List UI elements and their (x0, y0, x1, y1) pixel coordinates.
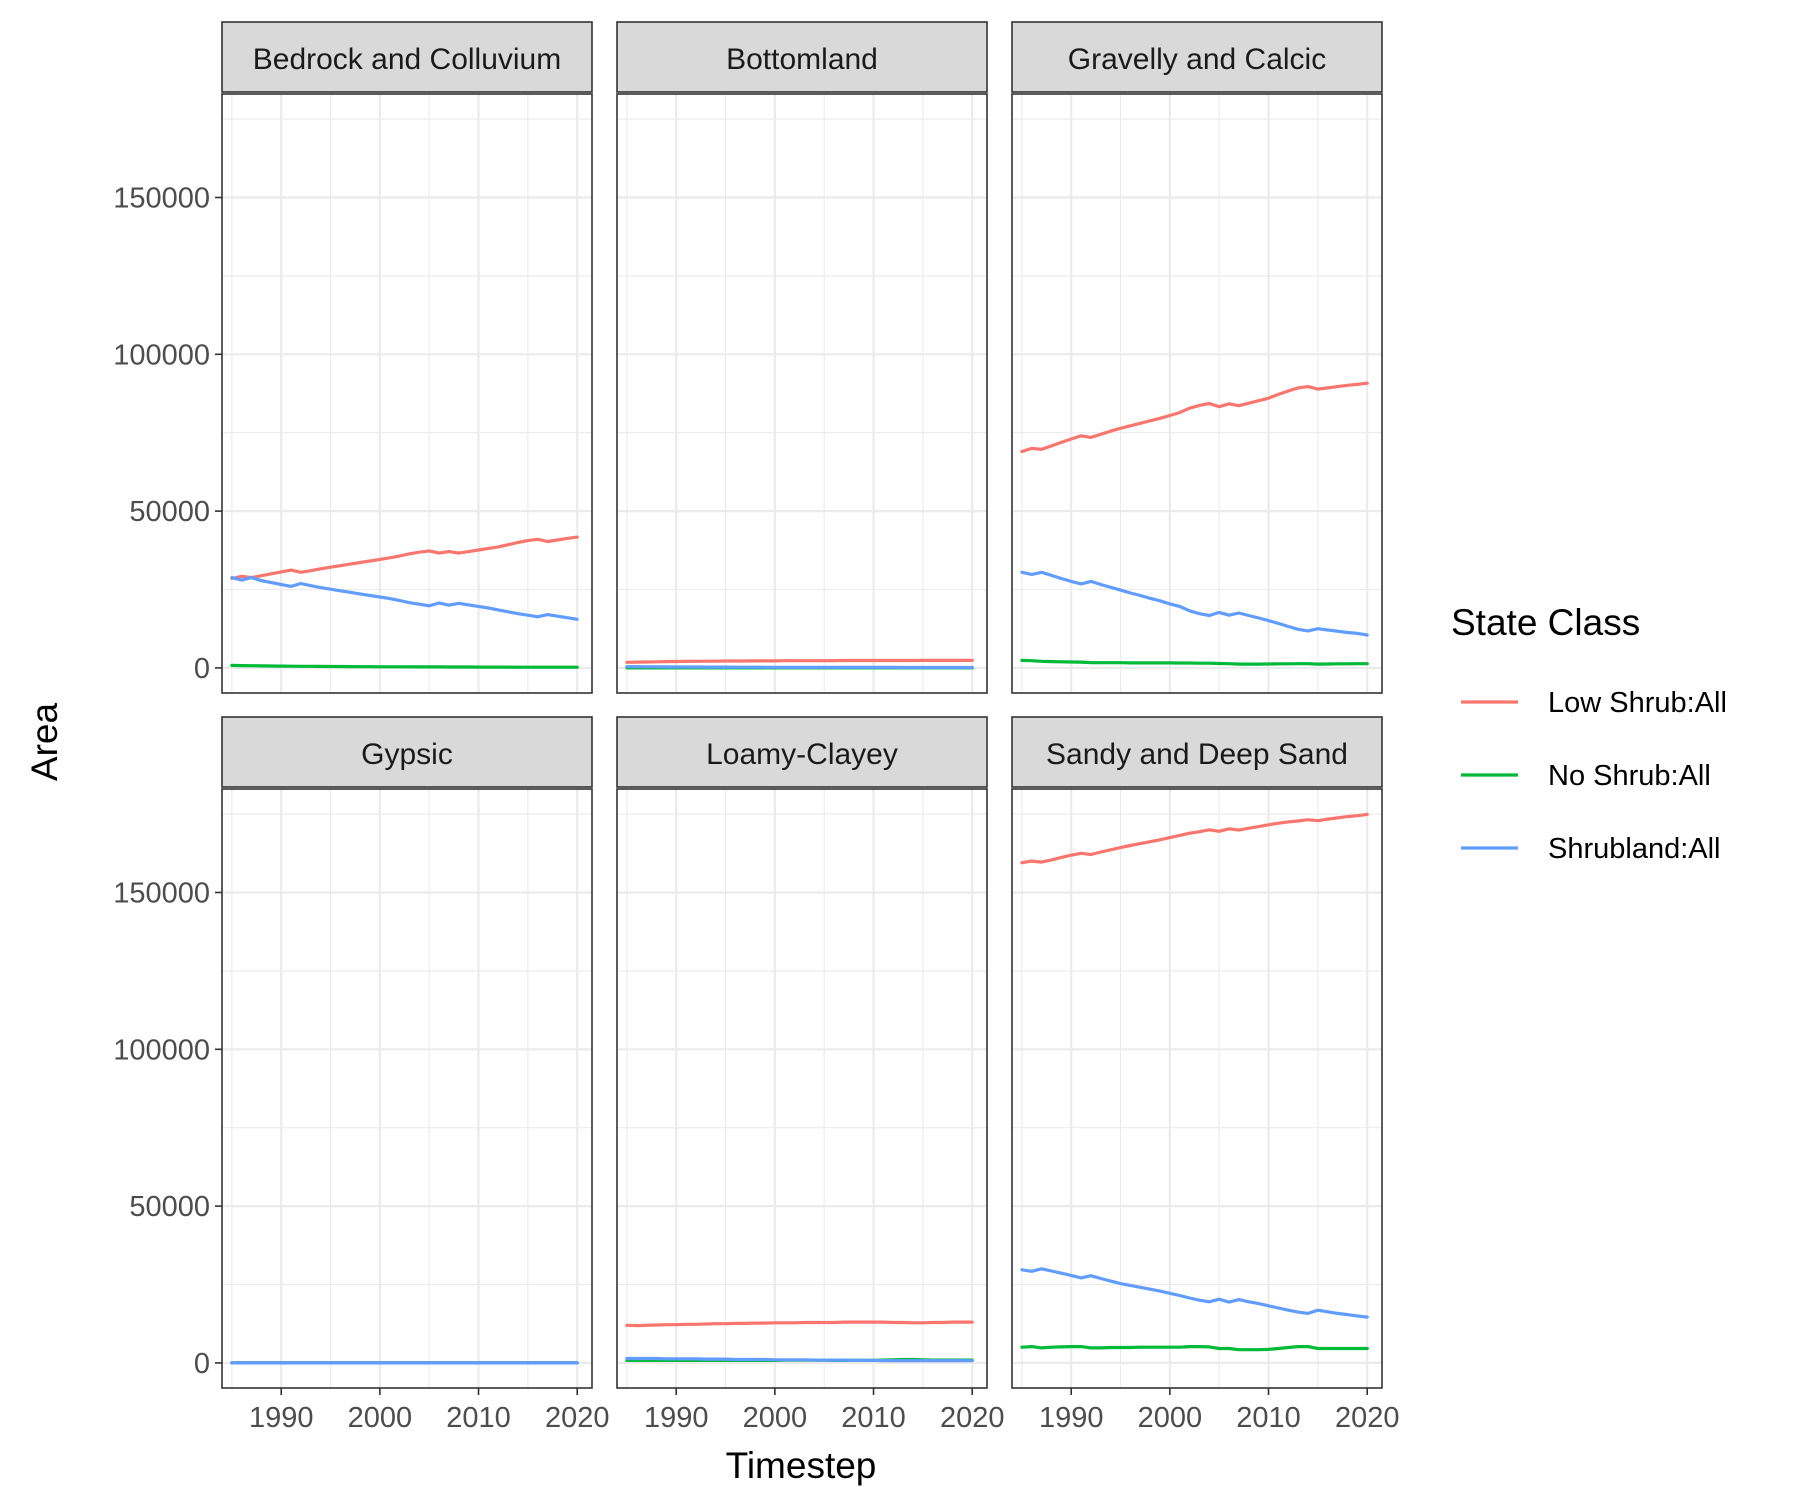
strip-bottomland (616, 21, 988, 93)
series-line-low-shrub-all (1020, 812, 1369, 865)
y-tick-label: 150000 (113, 877, 210, 909)
y-tick-label: 50000 (129, 1191, 210, 1223)
x-tick-label: 2000 (743, 1402, 808, 1434)
panel-border (616, 788, 988, 1389)
series-line-no-shrub-all (1020, 658, 1369, 666)
panel-border (221, 788, 593, 1389)
strip-gravelly-and-calcic (1011, 21, 1383, 93)
series-line-shrubland-all (230, 576, 579, 621)
x-tick-label: 2000 (1138, 1402, 1203, 1434)
legend-item-shrubland-all: Shrubland:All (1461, 833, 1721, 865)
series-line-low-shrub-all (230, 535, 579, 581)
legend-label: No Shrub:All (1548, 760, 1711, 792)
panel-loamy-clayey: Loamy-Clayey 1990 2000 2010 2020 (616, 716, 1005, 1434)
legend-item-no-shrub-all: No Shrub:All (1461, 760, 1711, 792)
legend: State Class Low Shrub:All No Shrub:All Shr… (1451, 602, 1727, 865)
x-tick-label: 2020 (545, 1402, 610, 1434)
x-tick-label: 2010 (841, 1402, 906, 1434)
legend-label: Shrubland:All (1548, 833, 1721, 865)
strip-label-gravelly-and-calcic: Gravelly and Calcic (1068, 43, 1326, 76)
x-tick-label: 2020 (1335, 1402, 1400, 1434)
gridlines (1012, 789, 1382, 1388)
panel-bottomland: Bottomland (616, 21, 988, 694)
series-line-low-shrub-all (625, 658, 974, 664)
panel-border (1011, 788, 1383, 1389)
series-line-shrubland-all (625, 1356, 974, 1363)
series-line-shrubland-all (1020, 570, 1369, 637)
y-tick-label: 0 (194, 1348, 210, 1380)
strip-label-bedrock-and-colluvium: Bedrock and Colluvium (253, 43, 561, 76)
series-line-shrubland-all (1020, 1267, 1369, 1319)
legend-item-low-shrub-all: Low Shrub:All (1461, 687, 1727, 719)
series-line-no-shrub-all (230, 663, 579, 669)
y-axis-title: Area (24, 703, 65, 782)
panel-gypsic: Gypsic 0 50000 100000 150000 1990 2000 2010 2020 (113, 716, 610, 1434)
panel-border (221, 93, 593, 694)
series-line-low-shrub-all (625, 1320, 974, 1328)
x-tick-label: 2010 (446, 1402, 511, 1434)
x-tick-label: 1990 (1039, 1402, 1104, 1434)
y-tick-label: 50000 (129, 496, 210, 528)
strip-bedrock-and-colluvium (221, 21, 593, 93)
panel-border (1011, 93, 1383, 694)
strip-loamy-clayey (616, 716, 988, 788)
panel-bedrock-and-colluvium: Bedrock and Colluvium 0 50000 100000 150000 (113, 21, 593, 694)
y-tick-label: 100000 (113, 1034, 210, 1066)
strip-label-bottomland: Bottomland (726, 43, 878, 76)
gridlines (617, 789, 987, 1388)
strip-label-sandy-and-deep-sand: Sandy and Deep Sand (1046, 738, 1348, 771)
strip-gypsic (221, 716, 593, 788)
y-tick-label: 100000 (113, 339, 210, 371)
panel-border (616, 93, 988, 694)
facet-panels: Bedrock and Colluvium050000100000150000B… (113, 21, 1400, 1434)
strip-label-gypsic: Gypsic (361, 738, 453, 771)
gridlines (1012, 94, 1382, 693)
x-axis-title: Timestep (726, 1445, 877, 1486)
gridlines (222, 789, 592, 1388)
series-line-shrubland-all (625, 665, 974, 670)
legend-label: Low Shrub:All (1548, 687, 1727, 719)
series-line-no-shrub-all (1020, 1345, 1369, 1352)
series-line-low-shrub-all (1020, 381, 1369, 454)
strip-label-loamy-clayey: Loamy-Clayey (706, 738, 898, 771)
y-tick-label: 0 (194, 653, 210, 685)
x-tick-label: 2010 (1236, 1402, 1301, 1434)
x-tick-label: 2020 (940, 1402, 1005, 1434)
x-tick-label: 1990 (644, 1402, 709, 1434)
panel-gravelly-and-calcic: Gravelly and Calcic (1011, 21, 1383, 694)
x-tick-label: 1990 (249, 1402, 314, 1434)
strip-sandy-and-deep-sand (1011, 716, 1383, 788)
x-tick-label: 2000 (348, 1402, 413, 1434)
legend-title: State Class (1451, 602, 1640, 643)
gridlines (222, 94, 592, 693)
panel-sandy-and-deep-sand: Sandy and Deep Sand 1990 2000 2010 2020 (1011, 716, 1400, 1434)
y-tick-label: 150000 (113, 182, 210, 214)
